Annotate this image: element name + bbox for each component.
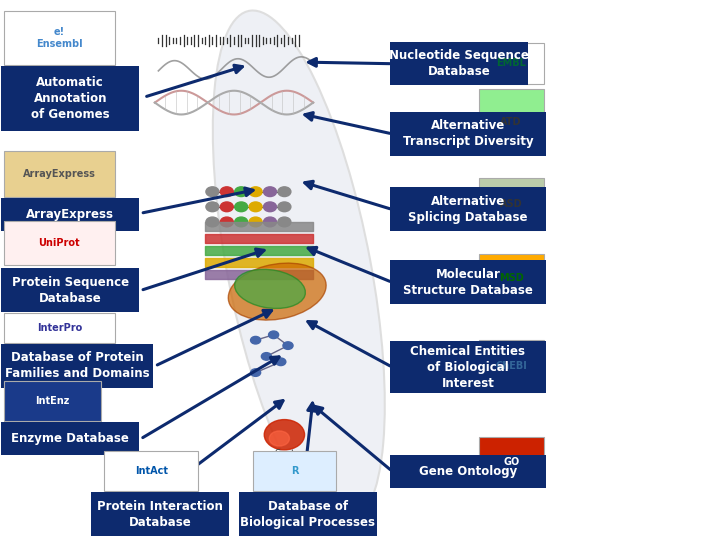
Text: Gene Ontology: Gene Ontology: [419, 464, 517, 478]
Circle shape: [249, 202, 262, 212]
Circle shape: [264, 202, 276, 212]
FancyBboxPatch shape: [1, 198, 139, 231]
Circle shape: [264, 187, 276, 197]
FancyBboxPatch shape: [390, 187, 546, 231]
Text: e!
Ensembl: e! Ensembl: [36, 27, 83, 49]
FancyBboxPatch shape: [4, 313, 115, 343]
Circle shape: [261, 353, 271, 360]
Text: Nucleotide Sequence
Database: Nucleotide Sequence Database: [389, 49, 529, 78]
Circle shape: [249, 187, 262, 197]
Text: EMBL: EMBL: [496, 58, 526, 69]
FancyBboxPatch shape: [479, 89, 544, 154]
Text: Alternative
Splicing Database: Alternative Splicing Database: [408, 195, 528, 224]
Text: Enzyme Database: Enzyme Database: [12, 432, 129, 445]
Circle shape: [251, 336, 261, 344]
FancyBboxPatch shape: [4, 151, 115, 197]
FancyBboxPatch shape: [390, 455, 546, 488]
Text: Database of
Biological Processes: Database of Biological Processes: [240, 500, 375, 529]
Circle shape: [249, 217, 262, 227]
Circle shape: [283, 342, 293, 349]
Text: IntAct: IntAct: [135, 466, 168, 476]
FancyBboxPatch shape: [479, 340, 544, 392]
FancyBboxPatch shape: [1, 422, 139, 455]
Circle shape: [206, 217, 219, 227]
Text: Alternative
Transcript Diversity: Alternative Transcript Diversity: [402, 119, 534, 148]
FancyBboxPatch shape: [479, 178, 544, 230]
FancyBboxPatch shape: [239, 492, 377, 536]
FancyBboxPatch shape: [4, 381, 101, 421]
Ellipse shape: [228, 263, 326, 320]
Text: IntEnz: IntEnz: [35, 396, 69, 406]
FancyBboxPatch shape: [253, 451, 336, 491]
Text: ATD: ATD: [500, 117, 522, 126]
Circle shape: [278, 187, 291, 197]
Text: Database of Protein
Families and Domains: Database of Protein Families and Domains: [5, 352, 150, 380]
Circle shape: [269, 331, 279, 339]
Text: ASD: ASD: [500, 199, 523, 209]
FancyBboxPatch shape: [390, 341, 546, 393]
Circle shape: [220, 217, 233, 227]
Circle shape: [235, 217, 248, 227]
FancyBboxPatch shape: [390, 112, 546, 156]
Circle shape: [264, 217, 276, 227]
FancyBboxPatch shape: [104, 451, 198, 491]
Text: Systems: Systems: [274, 449, 316, 458]
FancyBboxPatch shape: [390, 260, 546, 304]
FancyBboxPatch shape: [479, 437, 544, 486]
Circle shape: [220, 187, 233, 197]
Text: Chemical Entities
of Biological
Interest: Chemical Entities of Biological Interest: [410, 345, 526, 390]
Text: UniProt: UniProt: [39, 238, 80, 248]
Text: Protein Interaction
Database: Protein Interaction Database: [97, 500, 223, 529]
Circle shape: [206, 202, 219, 212]
FancyBboxPatch shape: [4, 11, 115, 65]
Text: ArrayExpress: ArrayExpress: [23, 169, 96, 179]
Text: ArrayExpress: ArrayExpress: [26, 208, 114, 221]
Circle shape: [235, 202, 248, 212]
Text: Automatic
Annotation
of Genomes: Automatic Annotation of Genomes: [31, 76, 109, 121]
Text: MSD: MSD: [499, 273, 523, 283]
Circle shape: [206, 187, 219, 197]
Circle shape: [220, 202, 233, 212]
Text: ChEBI: ChEBI: [495, 361, 527, 371]
FancyBboxPatch shape: [91, 492, 229, 536]
Circle shape: [264, 420, 305, 450]
Circle shape: [251, 369, 261, 376]
Circle shape: [278, 217, 291, 227]
FancyBboxPatch shape: [479, 254, 544, 302]
Ellipse shape: [235, 269, 305, 308]
Circle shape: [276, 358, 286, 366]
Text: GO: GO: [503, 457, 519, 467]
FancyBboxPatch shape: [4, 221, 115, 265]
FancyBboxPatch shape: [479, 43, 544, 84]
FancyBboxPatch shape: [1, 344, 153, 388]
Text: Molecular
Structure Database: Molecular Structure Database: [403, 268, 533, 296]
Circle shape: [269, 431, 289, 446]
Text: Protein Sequence
Database: Protein Sequence Database: [12, 276, 129, 305]
Text: InterPro: InterPro: [37, 323, 82, 333]
Circle shape: [235, 187, 248, 197]
FancyBboxPatch shape: [1, 66, 139, 131]
FancyBboxPatch shape: [390, 42, 528, 85]
Ellipse shape: [213, 10, 384, 524]
Text: R: R: [291, 466, 299, 476]
Circle shape: [278, 202, 291, 212]
FancyBboxPatch shape: [1, 268, 139, 312]
